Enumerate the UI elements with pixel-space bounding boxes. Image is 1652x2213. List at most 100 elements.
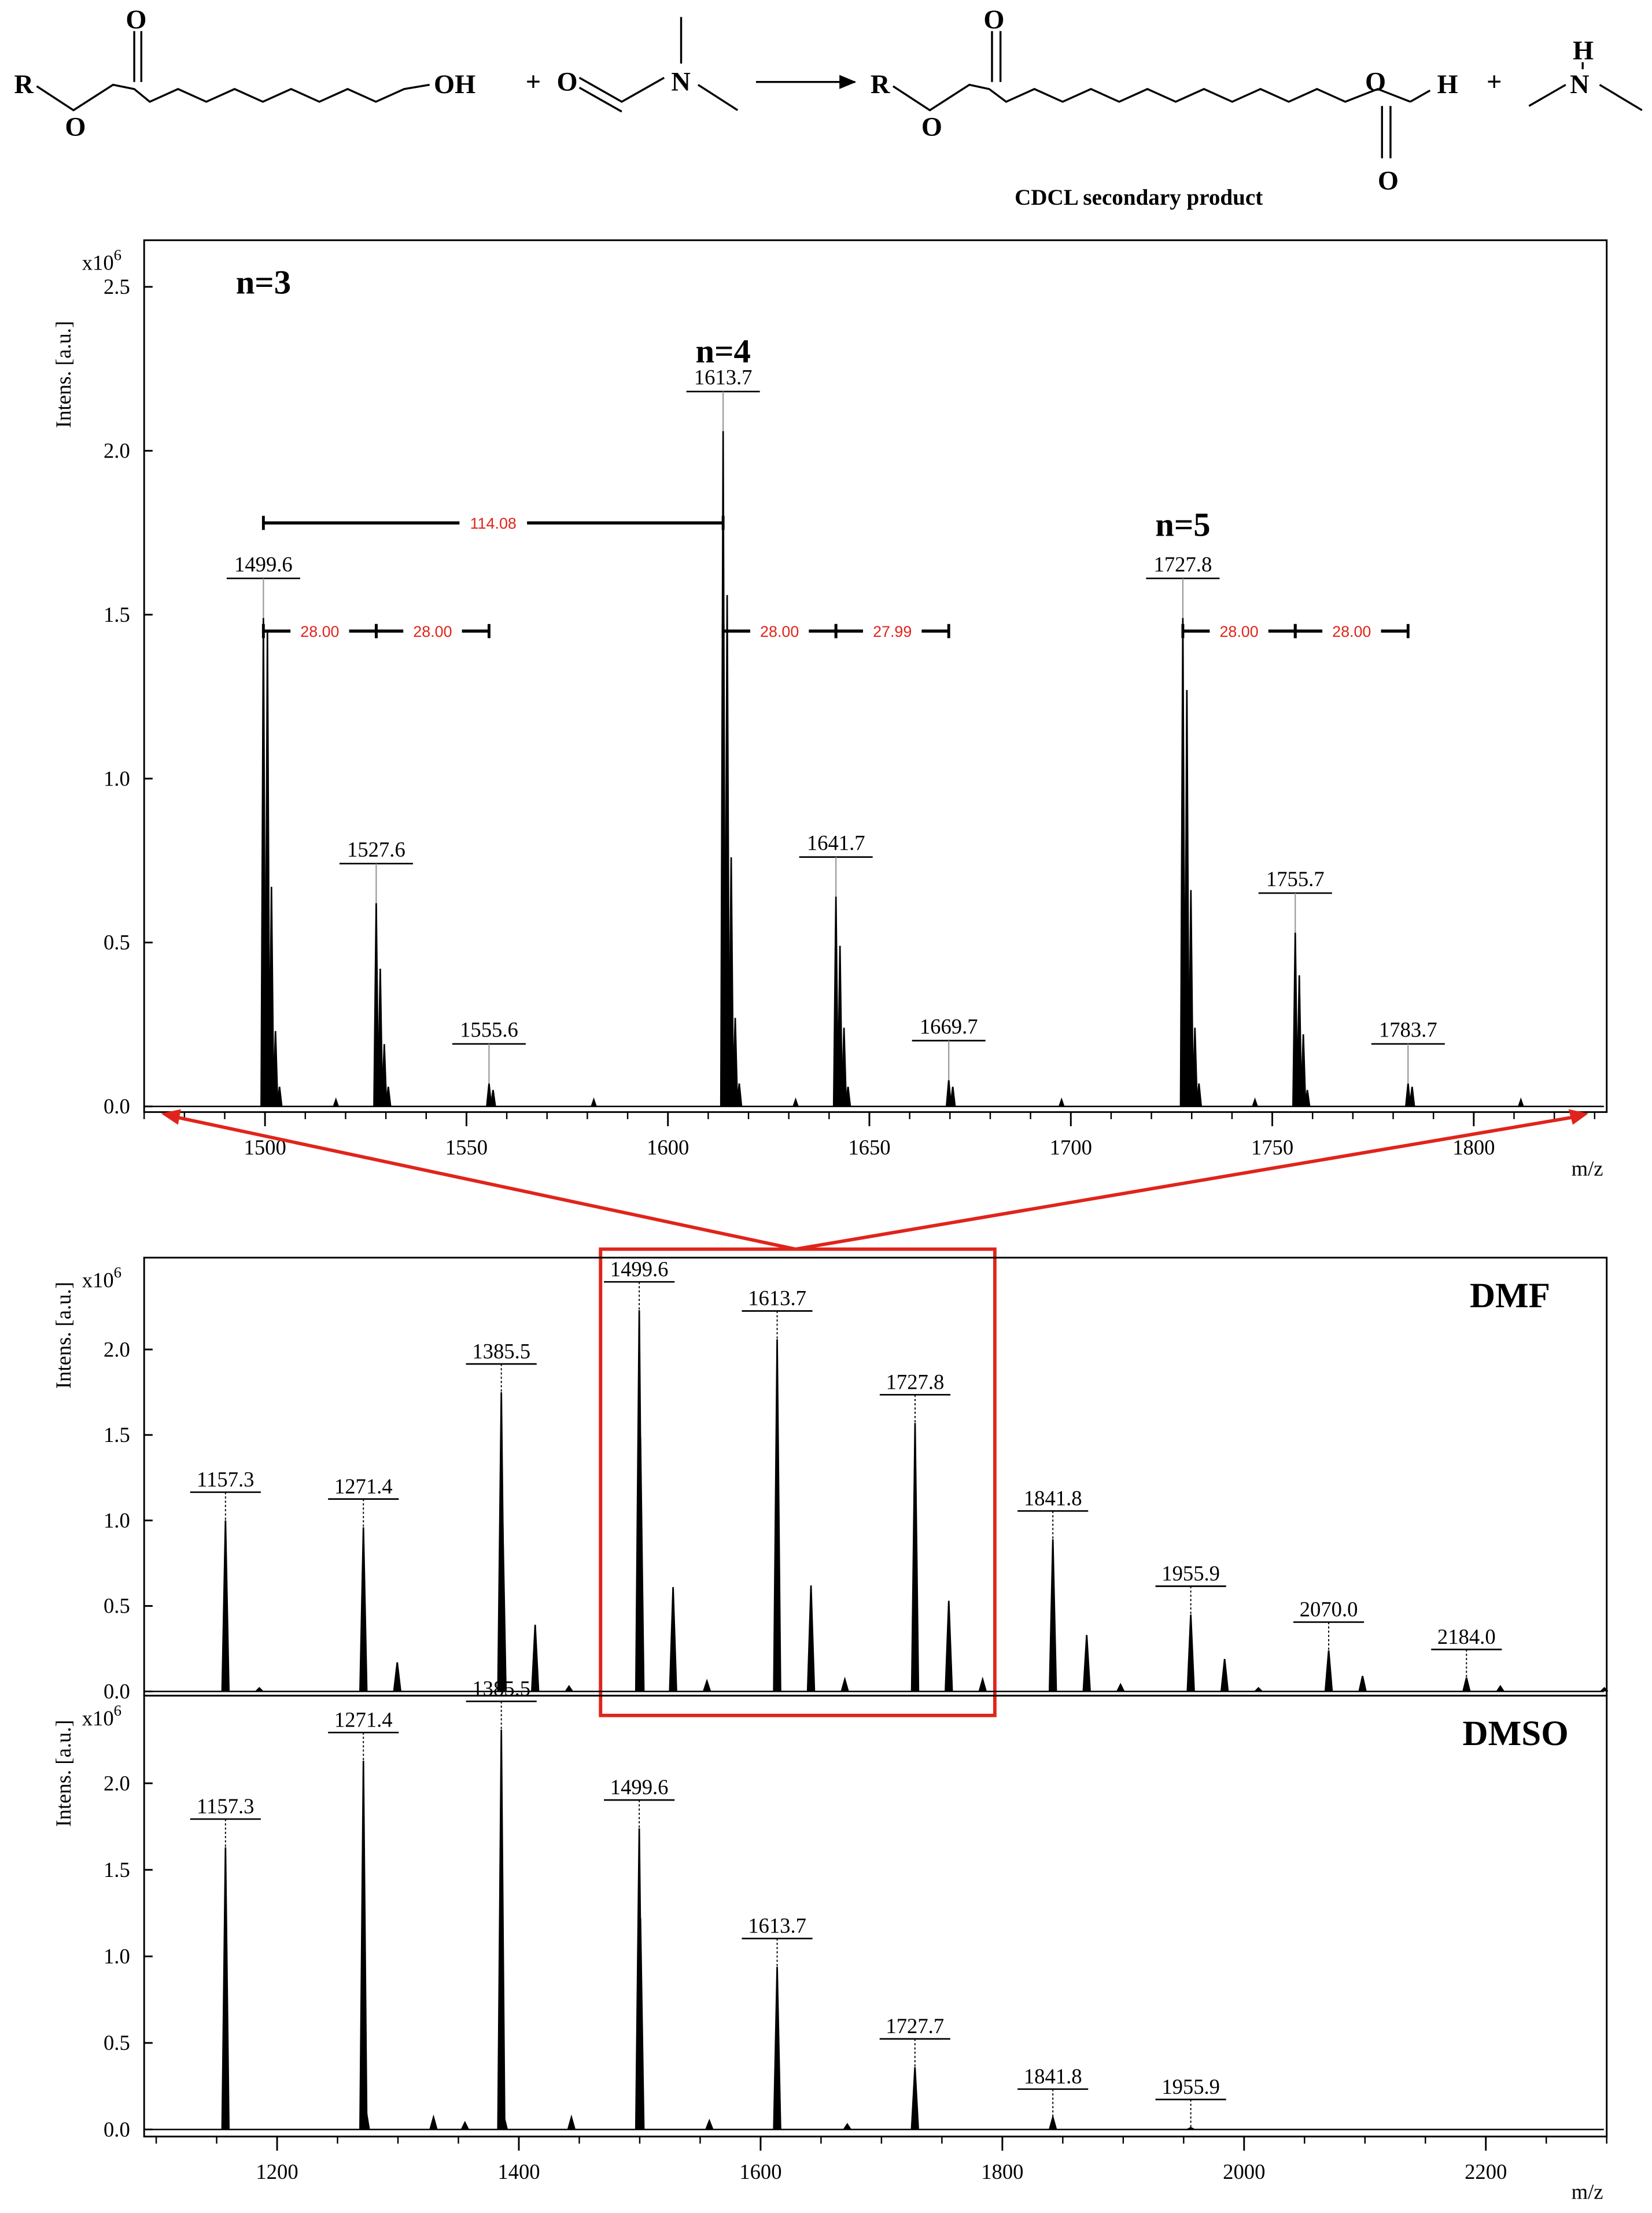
dmf-peak bbox=[910, 1423, 920, 1692]
zoom-x-axis-label: m/z bbox=[1572, 1157, 1603, 1181]
zoom-peak bbox=[490, 1090, 496, 1107]
dmf-peak-label: 1613.7 bbox=[748, 1286, 806, 1310]
dmso-peak bbox=[705, 2118, 714, 2130]
zoom-x-tick-label: 1700 bbox=[1050, 1135, 1092, 1159]
product-ester-oxygen-label: O bbox=[921, 113, 942, 142]
dmso-peak bbox=[773, 1967, 781, 2130]
zoom-peak bbox=[385, 1086, 392, 1107]
product-formate-ester bbox=[893, 31, 1431, 158]
dmf-peak-label: 1841.8 bbox=[1024, 1487, 1082, 1510]
dmso-peak-label: 1955.9 bbox=[1161, 2075, 1220, 2098]
dmso-y-tick-label: 1.0 bbox=[104, 1945, 130, 1968]
zoom-y-tick-label: 0.0 bbox=[104, 1094, 130, 1118]
zoom-peak bbox=[272, 1031, 279, 1106]
dmf-peak-label: 2070.0 bbox=[1300, 1598, 1358, 1621]
zoom-plot-frame bbox=[143, 239, 1608, 1113]
zoom-peak bbox=[845, 1086, 851, 1107]
dmf-peak bbox=[359, 1527, 368, 1692]
dmf-peak bbox=[978, 1676, 987, 1692]
difference-label: 28.00 bbox=[300, 623, 339, 640]
dmf-y-tick-label: 2.0 bbox=[104, 1337, 130, 1361]
dmso-peak bbox=[429, 2114, 438, 2130]
zoom-x-tick-label: 1550 bbox=[445, 1135, 488, 1159]
dmso-y-ticks: 0.0 0.5 1.0 1.5 2.0 bbox=[104, 1771, 153, 2141]
dmf-peaks bbox=[221, 1310, 1609, 1692]
carbonyl-oxygen-label: O bbox=[126, 5, 146, 35]
zoom-peak bbox=[1188, 890, 1194, 1106]
dmf-peak bbox=[221, 1520, 230, 1692]
dmso-x-ticks: 1200 1400 1600 1800 2000 2200 bbox=[155, 2136, 1607, 2184]
r-group-label: R bbox=[14, 70, 34, 99]
dmf-peak bbox=[1496, 1684, 1505, 1692]
dmso-y-multiplier: x106 bbox=[82, 1702, 121, 1730]
dmf-peak-label: 1385.5 bbox=[472, 1339, 530, 1363]
zoom-peak bbox=[1196, 1083, 1203, 1107]
dmso-x-tick-label: 2200 bbox=[1465, 2160, 1507, 2184]
zoom-highlight-box bbox=[599, 1247, 997, 1717]
dmso-peak bbox=[843, 2123, 851, 2130]
dmf-peak bbox=[1186, 1614, 1195, 1692]
zoom-peak-label: 1527.6 bbox=[347, 838, 405, 861]
plus-sign: + bbox=[526, 67, 541, 97]
zoom-x-ticks: 1500 1550 1600 1650 1700 1750 1800 bbox=[143, 1112, 1596, 1159]
dmf-peak-label: 1271.4 bbox=[334, 1474, 393, 1498]
dmf-y-tick-label: 0.5 bbox=[104, 1594, 130, 1618]
zoom-chart: x106 Intens. [a.u.] m/z 0.0 0.5 1.0 1.5 2.0 2… bbox=[51, 239, 1608, 1181]
reaction-arrow bbox=[756, 75, 857, 89]
dmso-x-tick-label: 1600 bbox=[739, 2160, 781, 2184]
zoom-y-tick-label: 2.0 bbox=[104, 439, 130, 463]
zoom-peak bbox=[736, 1083, 743, 1107]
dmso-y-tick-label: 0.5 bbox=[104, 2031, 130, 2055]
formate-hydrogen-label: H bbox=[1437, 70, 1458, 99]
ester-oxygen-label: O bbox=[65, 113, 86, 142]
reactant-dmf bbox=[578, 17, 739, 113]
dmso-peak bbox=[359, 1761, 368, 2130]
dmso-y-axis-label: Intens. [a.u.] bbox=[51, 1720, 75, 1827]
dmf-peak-label: 1955.9 bbox=[1161, 1562, 1220, 1585]
zoom-x-tick-label: 1750 bbox=[1251, 1135, 1293, 1159]
zoom-peak bbox=[333, 1097, 339, 1107]
dmf-chart: x106 Intens. [a.u.] DMF 0.00.51.01.52.0 … bbox=[51, 1256, 1609, 1703]
dmf-peak bbox=[1048, 1539, 1057, 1692]
zoom-peak-label: 1641.7 bbox=[807, 831, 865, 855]
dmso-peak bbox=[567, 2114, 576, 2130]
dmf-peak-label: 2184.0 bbox=[1437, 1625, 1496, 1648]
difference-label: 28.00 bbox=[413, 623, 452, 640]
dmf-peak bbox=[636, 1436, 645, 1692]
difference-label: 28.00 bbox=[1219, 623, 1258, 640]
amine-nitrogen-label: N bbox=[1570, 70, 1590, 99]
dmso-peak-label: 1613.7 bbox=[748, 1914, 806, 1938]
zoom-peak bbox=[724, 595, 731, 1106]
dmf-title: DMF bbox=[1470, 1277, 1550, 1315]
dmso-peak-label: 1157.3 bbox=[197, 1794, 254, 1818]
zoom-peak bbox=[840, 1027, 847, 1106]
zoom-y-tick-label: 2.5 bbox=[104, 275, 130, 298]
dmso-chart: x106 Intens. [a.u.] DMSO m/z 0.0 0.5 1.0 1.… bbox=[51, 1677, 1608, 2203]
zoom-peak-labels: 1499.6 1527.6 1555.6 1613.7 1641.7 1669.7 1727… bbox=[226, 366, 1445, 1084]
zoom-peak bbox=[1409, 1086, 1415, 1107]
zoom-peak bbox=[264, 631, 271, 1106]
zoom-peak bbox=[1292, 932, 1299, 1106]
dmso-peak bbox=[460, 2120, 469, 2130]
dmso-x-tick-label: 1400 bbox=[497, 2160, 540, 2184]
zoom-arrow-right bbox=[795, 1115, 1579, 1251]
formate-carbonyl-oxygen-label: O bbox=[1378, 166, 1399, 196]
dmso-peak-label: 1385.5 bbox=[472, 1677, 530, 1701]
dmf-peak bbox=[565, 1684, 573, 1692]
dmso-peak bbox=[497, 1729, 506, 2130]
dmf-peak bbox=[1600, 1687, 1609, 1692]
dmso-peak bbox=[910, 2067, 919, 2130]
dmso-y-tick-label: 1.5 bbox=[104, 1858, 130, 1882]
zoom-peak bbox=[836, 946, 843, 1106]
zoom-arrowhead-left bbox=[161, 1109, 181, 1125]
zoom-x-tick-label: 1600 bbox=[647, 1135, 689, 1159]
dmf-peak bbox=[806, 1585, 816, 1692]
dmf-peak-label: 1157.3 bbox=[197, 1467, 254, 1491]
zoom-y-tick-label: 0.5 bbox=[104, 931, 130, 954]
difference-label: 28.00 bbox=[760, 623, 799, 640]
zoom-x-tick-label: 1650 bbox=[848, 1135, 890, 1159]
product-carbonyl-oxygen-label: O bbox=[983, 5, 1004, 35]
amine-hydrogen-label: H bbox=[1573, 36, 1594, 66]
oligomer-series-label: n=4 bbox=[695, 332, 750, 370]
